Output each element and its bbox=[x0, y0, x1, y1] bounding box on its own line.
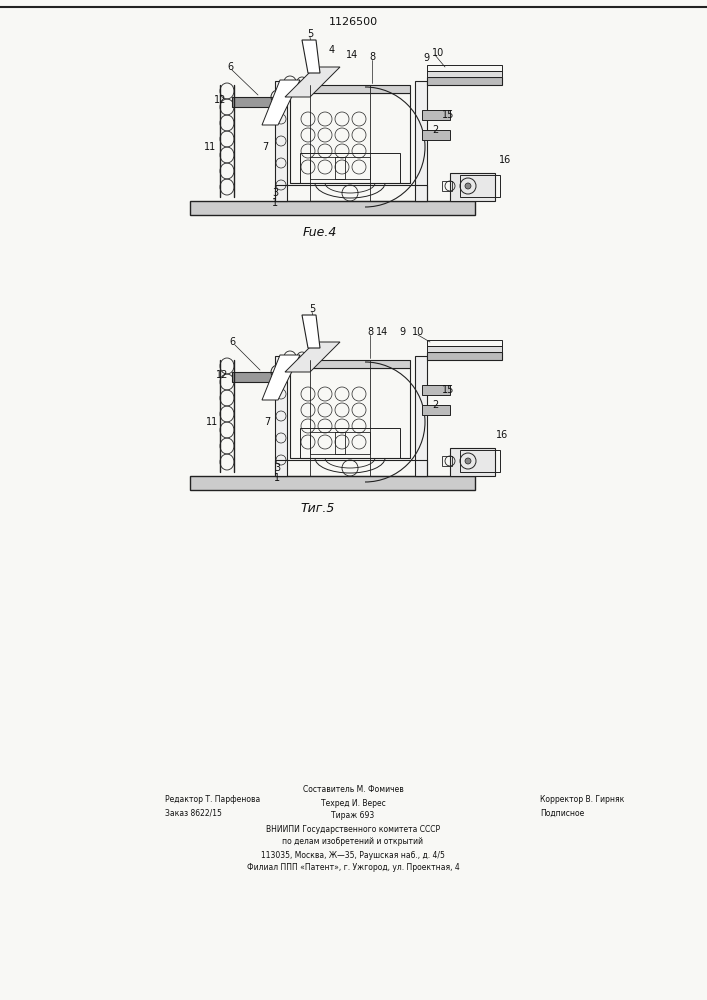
Text: 5: 5 bbox=[307, 29, 313, 39]
Bar bbox=[427, 346, 502, 352]
Bar bbox=[300, 153, 400, 183]
Bar bbox=[450, 448, 495, 476]
Bar bbox=[232, 372, 275, 382]
Bar bbox=[415, 356, 427, 476]
Text: 14: 14 bbox=[376, 327, 388, 337]
Bar bbox=[460, 450, 500, 472]
Circle shape bbox=[275, 94, 281, 100]
Bar bbox=[300, 428, 400, 458]
Bar bbox=[335, 432, 370, 454]
Text: Fue.4: Fue.4 bbox=[303, 226, 337, 238]
Text: 113035, Москва, Ж—35, Раушская наб., д. 4/5: 113035, Москва, Ж—35, Раушская наб., д. … bbox=[261, 850, 445, 859]
Text: 8: 8 bbox=[369, 52, 375, 62]
Bar bbox=[422, 405, 450, 415]
Bar bbox=[422, 130, 450, 140]
Circle shape bbox=[275, 369, 281, 375]
Bar bbox=[427, 77, 502, 85]
Text: 15: 15 bbox=[442, 110, 454, 120]
Text: 11: 11 bbox=[204, 142, 216, 152]
Bar bbox=[290, 368, 410, 458]
Text: 4: 4 bbox=[329, 45, 335, 55]
Bar bbox=[442, 456, 452, 466]
Text: Редактор Т. Парфенова: Редактор Т. Парфенова bbox=[165, 796, 260, 804]
Bar bbox=[427, 65, 502, 71]
Bar bbox=[422, 385, 450, 395]
Bar bbox=[442, 181, 452, 191]
Polygon shape bbox=[285, 342, 340, 372]
Text: 9: 9 bbox=[399, 327, 405, 337]
Text: 9: 9 bbox=[423, 53, 429, 63]
Bar bbox=[275, 460, 427, 476]
Bar bbox=[275, 356, 287, 476]
Text: 8: 8 bbox=[367, 327, 373, 337]
Text: ВНИИПИ Государственного комитета СССР: ВНИИПИ Государственного комитета СССР bbox=[266, 824, 440, 834]
Text: 12: 12 bbox=[216, 370, 228, 380]
Bar bbox=[422, 110, 450, 120]
Polygon shape bbox=[262, 80, 300, 125]
Bar bbox=[310, 432, 345, 454]
Bar bbox=[427, 352, 502, 360]
Polygon shape bbox=[302, 40, 320, 73]
Bar bbox=[427, 340, 502, 346]
Bar bbox=[335, 157, 370, 179]
Text: 1: 1 bbox=[272, 198, 278, 208]
Text: 2: 2 bbox=[432, 125, 438, 135]
Text: 5: 5 bbox=[309, 304, 315, 314]
Polygon shape bbox=[262, 355, 300, 400]
Bar bbox=[427, 71, 502, 77]
Bar bbox=[190, 476, 475, 490]
Text: Подписное: Подписное bbox=[540, 808, 584, 818]
Bar bbox=[190, 201, 475, 215]
Text: 6: 6 bbox=[229, 337, 235, 347]
Bar bbox=[275, 185, 427, 201]
Text: Корректор В. Гирняк: Корректор В. Гирняк bbox=[540, 796, 624, 804]
Text: по делам изобретений и открытий: по делам изобретений и открытий bbox=[283, 838, 423, 846]
Bar bbox=[290, 360, 410, 368]
Text: 11: 11 bbox=[206, 417, 218, 427]
Text: Филиал ППП «Патент», г. Ужгород, ул. Проектная, 4: Филиал ППП «Патент», г. Ужгород, ул. Про… bbox=[247, 863, 460, 872]
Text: 10: 10 bbox=[412, 327, 424, 337]
Bar bbox=[290, 93, 410, 183]
Bar bbox=[310, 157, 345, 179]
Bar bbox=[290, 85, 410, 93]
Text: 2: 2 bbox=[432, 400, 438, 410]
Text: 12: 12 bbox=[214, 95, 226, 105]
Text: Тираж 693: Тираж 693 bbox=[332, 812, 375, 820]
Bar bbox=[415, 81, 427, 201]
Bar bbox=[275, 81, 287, 201]
Text: Составитель М. Фомичев: Составитель М. Фомичев bbox=[303, 786, 404, 794]
Polygon shape bbox=[302, 315, 320, 348]
Bar bbox=[460, 175, 500, 197]
Text: Техред И. Верес: Техред И. Верес bbox=[321, 798, 385, 808]
Text: 10: 10 bbox=[432, 48, 444, 58]
Text: 15: 15 bbox=[442, 385, 454, 395]
Text: 7: 7 bbox=[264, 417, 270, 427]
Circle shape bbox=[465, 183, 471, 189]
Text: Заказ 8622/15: Заказ 8622/15 bbox=[165, 808, 222, 818]
Polygon shape bbox=[285, 67, 340, 97]
Text: 14: 14 bbox=[346, 50, 358, 60]
Text: 7: 7 bbox=[262, 142, 268, 152]
Text: 3: 3 bbox=[272, 188, 278, 198]
Text: 16: 16 bbox=[499, 155, 511, 165]
Text: 16: 16 bbox=[496, 430, 508, 440]
Text: 6: 6 bbox=[227, 62, 233, 72]
Text: Τиг.5: Τиг.5 bbox=[300, 502, 335, 514]
Bar bbox=[450, 173, 495, 201]
Text: 3: 3 bbox=[274, 463, 280, 473]
Bar bbox=[232, 97, 275, 107]
Text: 1126500: 1126500 bbox=[329, 17, 378, 27]
Text: 1: 1 bbox=[274, 473, 280, 483]
Circle shape bbox=[465, 458, 471, 464]
